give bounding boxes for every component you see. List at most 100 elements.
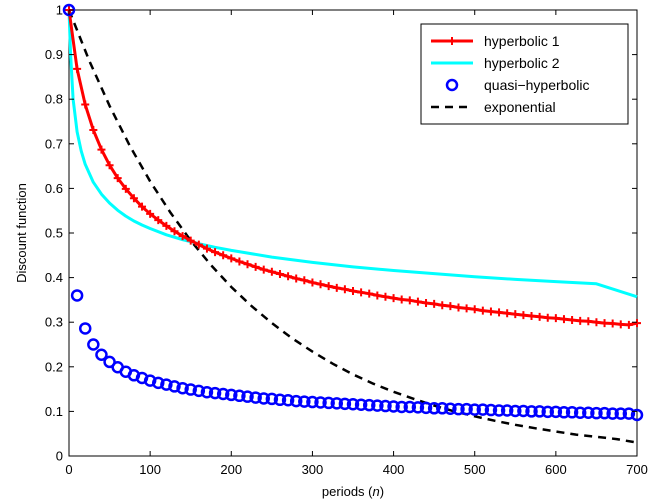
- data-point-hyperbolic-1: [324, 282, 333, 291]
- data-point-quasi-hyperbolic: [289, 394, 303, 408]
- data-point-quasi-hyperbolic: [533, 405, 546, 418]
- y-tick-label: 0.6: [45, 181, 63, 196]
- data-point-hyperbolic-1: [486, 307, 495, 316]
- data-point-hyperbolic-1: [543, 313, 552, 322]
- series-layer: [62, 3, 644, 444]
- data-point-quasi-hyperbolic: [606, 407, 619, 420]
- data-point-hyperbolic-1: [413, 297, 422, 306]
- data-point-quasi-hyperbolic: [395, 400, 408, 414]
- legend-entry-quasi-hyperbolic: quasi−hyperbolic: [445, 77, 589, 93]
- data-point-quasi-hyperbolic: [500, 404, 514, 417]
- x-axis-label-prefix: periods (: [322, 484, 373, 499]
- data-point-hyperbolic-1: [633, 319, 641, 328]
- data-point-quasi-hyperbolic: [143, 374, 157, 387]
- data-point-hyperbolic-1: [446, 302, 455, 311]
- data-point-hyperbolic-1: [73, 64, 82, 73]
- data-point-hyperbolic-1: [462, 304, 471, 313]
- y-tick-label: 0.2: [45, 359, 63, 374]
- data-point-hyperbolic-1: [551, 314, 560, 323]
- data-point-quasi-hyperbolic: [225, 388, 238, 402]
- data-point-quasi-hyperbolic: [346, 398, 360, 411]
- data-point-hyperbolic-1: [129, 194, 138, 203]
- x-tick-label: 700: [626, 462, 648, 477]
- data-point-quasi-hyperbolic: [549, 405, 563, 419]
- x-tick-label: 600: [545, 462, 567, 477]
- y-tick-label: 0.5: [45, 226, 63, 241]
- data-point-hyperbolic-1: [154, 216, 163, 225]
- data-point-quasi-hyperbolic: [241, 390, 254, 403]
- data-point-quasi-hyperbolic: [330, 397, 344, 410]
- data-point-hyperbolic-1: [584, 317, 593, 326]
- series-line-exponential: [67, 9, 638, 444]
- data-point-quasi-hyperbolic: [622, 407, 636, 420]
- data-point-hyperbolic-1: [316, 280, 325, 289]
- data-point-quasi-hyperbolic: [273, 393, 287, 407]
- data-point-quasi-hyperbolic: [411, 401, 425, 414]
- x-tick-label: 0: [65, 462, 72, 477]
- data-point-hyperbolic-1: [470, 305, 479, 314]
- data-point-hyperbolic-1: [186, 236, 195, 245]
- data-point-quasi-hyperbolic: [192, 384, 206, 398]
- data-point-quasi-hyperbolic: [200, 385, 214, 399]
- data-point-hyperbolic-1: [568, 315, 577, 324]
- data-point-quasi-hyperbolic: [168, 380, 181, 393]
- y-axis-label: Discount function: [14, 183, 29, 283]
- x-axis-label-variable: n: [373, 484, 380, 499]
- legend-label: exponential: [484, 99, 556, 115]
- data-point-hyperbolic-1: [202, 244, 211, 253]
- data-point-hyperbolic-1: [381, 292, 390, 301]
- data-point-hyperbolic-1: [211, 248, 220, 257]
- data-point-hyperbolic-1: [300, 276, 309, 285]
- data-point-hyperbolic-1: [503, 309, 512, 318]
- data-point-quasi-hyperbolic: [265, 392, 279, 406]
- data-point-hyperbolic-1: [170, 227, 179, 236]
- data-point-quasi-hyperbolic: [95, 348, 108, 362]
- data-point-quasi-hyperbolic: [614, 407, 628, 420]
- data-point-quasi-hyperbolic: [541, 405, 554, 419]
- x-tick-label: 400: [383, 462, 405, 477]
- data-point-quasi-hyperbolic: [362, 398, 376, 412]
- data-point-quasi-hyperbolic: [70, 289, 84, 302]
- y-tick-label: 0.8: [45, 92, 63, 107]
- data-point-quasi-hyperbolic: [379, 399, 392, 413]
- legend-marker: [448, 37, 456, 45]
- data-point-hyperbolic-1: [357, 288, 366, 297]
- data-point-hyperbolic-1: [146, 209, 155, 218]
- data-point-quasi-hyperbolic: [484, 403, 498, 417]
- data-point-quasi-hyperbolic: [590, 406, 603, 420]
- data-point-hyperbolic-1: [430, 299, 439, 308]
- data-point-quasi-hyperbolic: [306, 395, 319, 409]
- data-point-hyperbolic-1: [365, 289, 374, 298]
- data-point-quasi-hyperbolic: [87, 338, 100, 351]
- data-point-hyperbolic-1: [340, 285, 349, 294]
- data-point-quasi-hyperbolic: [216, 387, 230, 401]
- data-point-hyperbolic-1: [251, 262, 260, 271]
- data-point-quasi-hyperbolic: [468, 403, 481, 416]
- data-point-hyperbolic-1: [422, 299, 431, 308]
- data-point-hyperbolic-1: [89, 125, 98, 134]
- data-point-hyperbolic-1: [405, 296, 414, 305]
- data-point-hyperbolic-1: [527, 311, 536, 320]
- data-point-hyperbolic-1: [308, 278, 317, 287]
- data-point-hyperbolic-1: [624, 320, 633, 329]
- data-point-quasi-hyperbolic: [281, 394, 295, 407]
- data-point-quasi-hyperbolic: [436, 402, 449, 415]
- data-point-hyperbolic-1: [373, 291, 382, 300]
- axis-ticks: 0 100 200 300 400 500 600 700 0 0.1 0.2 0.3 0.4 0.5 0.…: [45, 3, 648, 478]
- data-point-hyperbolic-1: [349, 286, 357, 295]
- data-point-hyperbolic-1: [97, 145, 106, 154]
- y-tick-label: 0: [56, 449, 63, 464]
- data-point-hyperbolic-1: [121, 184, 130, 193]
- legend-entry-hyperbolic-1: hyperbolic 1: [431, 33, 560, 49]
- data-point-hyperbolic-1: [438, 301, 447, 310]
- data-point-hyperbolic-1: [259, 265, 268, 274]
- data-point-hyperbolic-1: [267, 267, 276, 276]
- data-point-hyperbolic-1: [454, 303, 463, 312]
- data-point-quasi-hyperbolic: [509, 404, 522, 418]
- data-point-quasi-hyperbolic: [387, 400, 400, 413]
- data-point-quasi-hyperbolic: [314, 396, 327, 409]
- y-tick-label: 0.1: [45, 404, 63, 419]
- data-point-hyperbolic-1: [178, 232, 187, 241]
- legend-label: quasi−hyperbolic: [484, 77, 589, 93]
- data-point-quasi-hyperbolic: [427, 402, 441, 415]
